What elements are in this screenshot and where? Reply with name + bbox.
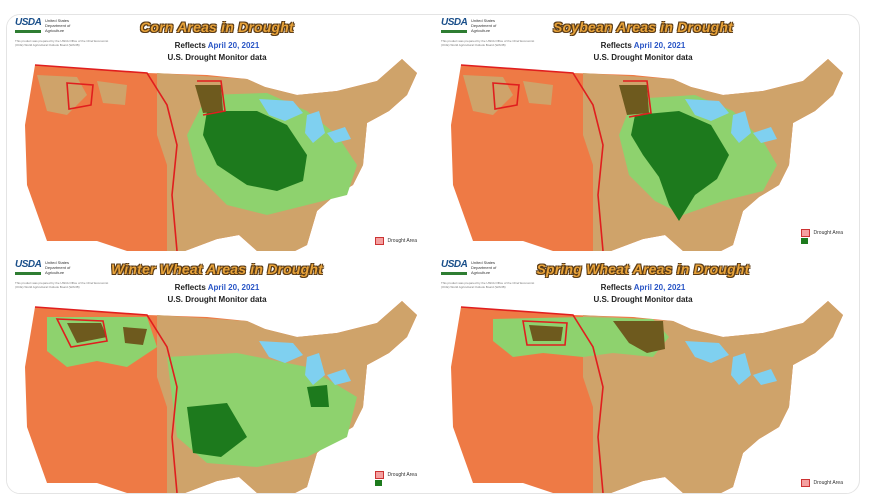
usda-logo-bar — [441, 272, 467, 275]
drought-swatch — [800, 479, 810, 487]
panel-winter-wheat: USDA United States Department of Agricultu… — [7, 257, 427, 493]
map-legend: Drought Area — [374, 471, 417, 487]
usda-logo-bar — [441, 30, 467, 33]
non-drought-northwest — [37, 75, 127, 115]
reflects-line: Reflects April 20, 2021 — [174, 283, 260, 292]
drought-outline — [34, 64, 226, 251]
panel-soybean: USDA United States Department of Agricultu… — [433, 15, 853, 251]
usda-logo: USDA — [441, 17, 468, 28]
map-title: Corn Areas in Drought — [140, 19, 294, 35]
agency-name: United States Department of Agriculture — [45, 18, 71, 33]
source-line: U.S. Drought Monitor data — [593, 53, 693, 62]
usda-logo-bar — [15, 30, 41, 33]
usda-logo: USDA — [15, 17, 42, 28]
crop-area-swatch — [800, 238, 808, 244]
crop-area-swatch — [374, 480, 382, 486]
map-title: Winter Wheat Areas in Drought — [110, 261, 324, 277]
winter-wheat-drought-map — [25, 301, 417, 493]
usda-logo: USDA — [15, 259, 42, 270]
drought-swatch — [800, 229, 810, 237]
source-line: U.S. Drought Monitor data — [167, 53, 267, 62]
corn-drought-map — [25, 59, 417, 251]
crop-drought-olive — [195, 85, 223, 113]
panel-corn: USDA United States Department of Agricultu… — [7, 15, 427, 251]
prepared-by-note: This product was prepared by the USDA Of… — [441, 39, 535, 47]
panel-spring-wheat: USDA United States Department of Agricultu… — [433, 257, 853, 493]
prepared-by-note: This product was prepared by the USDA Of… — [15, 281, 109, 289]
map-title: Spring Wheat Areas in Drought — [536, 261, 750, 277]
prepared-by-note: This product was prepared by the USDA Of… — [441, 281, 535, 289]
reflects-line: Reflects April 20, 2021 — [600, 283, 686, 292]
great-lakes — [259, 99, 351, 143]
spring-wheat-drought-map — [451, 301, 843, 493]
drought-swatch — [374, 471, 384, 479]
agency-name: United States Department of Agriculture — [45, 260, 71, 275]
drought-swatch — [374, 237, 384, 245]
source-line: U.S. Drought Monitor data — [593, 295, 693, 304]
agency-name: United States Department of Agriculture — [471, 18, 497, 33]
tweet-image-card[interactable]: USDA United States Department of Agricultu… — [6, 14, 860, 494]
soybean-drought-map — [451, 59, 843, 251]
crop-dark-green — [203, 111, 307, 191]
reflects-line: Reflects April 20, 2021 — [174, 41, 260, 50]
map-legend: Drought Area — [800, 479, 843, 487]
map-title: Soybean Areas in Drought — [552, 19, 734, 35]
map-legend: Drought Area — [800, 229, 843, 245]
map-legend: Drought Area — [374, 237, 417, 245]
prepared-by-note: This product was prepared by the USDA Of… — [15, 39, 109, 47]
source-line: U.S. Drought Monitor data — [167, 295, 267, 304]
reflects-line: Reflects April 20, 2021 — [600, 41, 686, 50]
usda-logo: USDA — [441, 259, 468, 270]
usda-logo-bar — [15, 272, 41, 275]
agency-name: United States Department of Agriculture — [471, 260, 497, 275]
